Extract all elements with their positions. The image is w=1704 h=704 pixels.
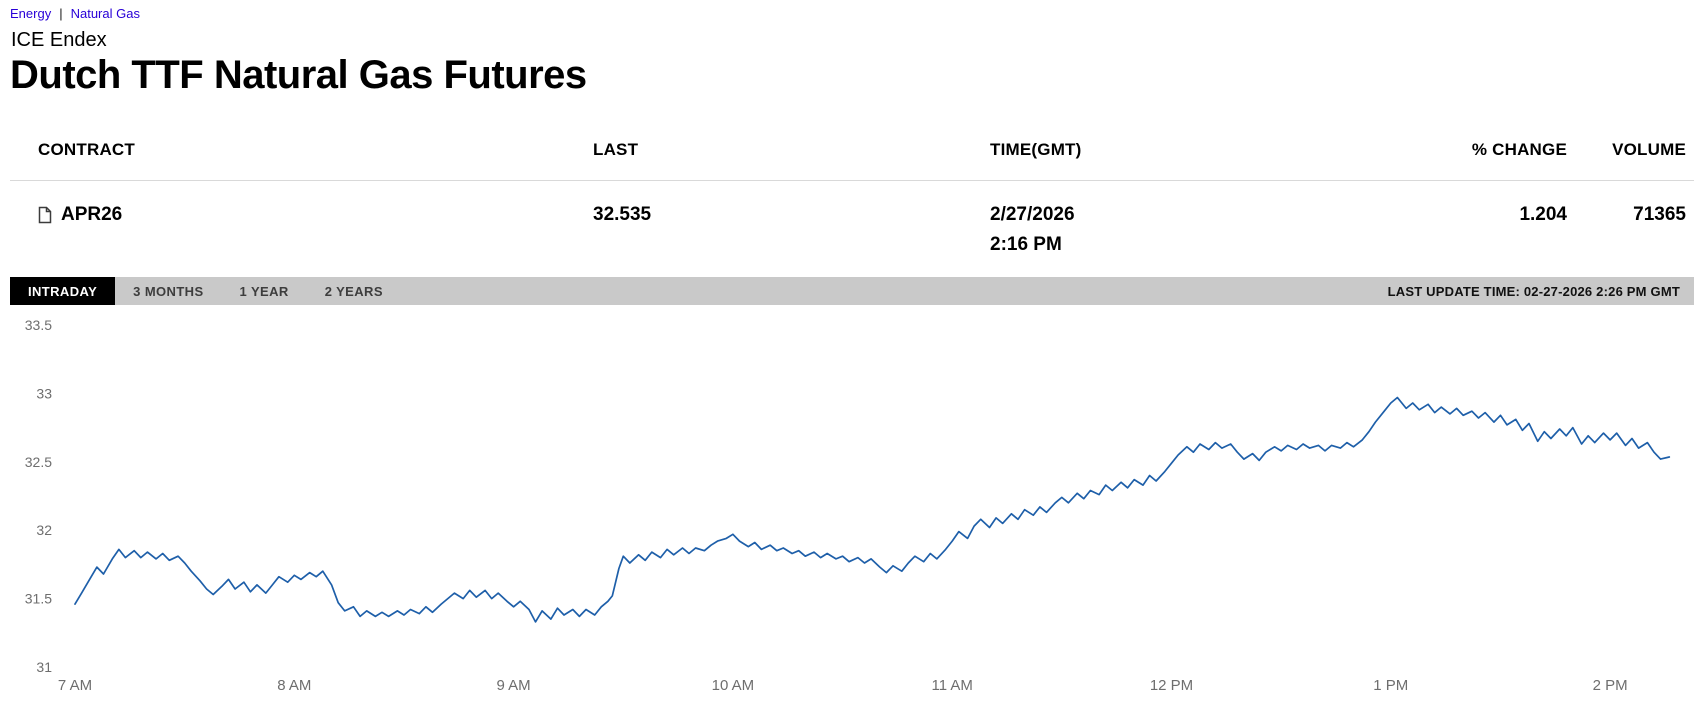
y-axis-tick-label: 32.5 — [25, 454, 52, 470]
contract-name: APR26 — [61, 204, 123, 225]
y-axis-tick-label: 32 — [36, 522, 52, 538]
x-axis-tick-label: 2 PM — [1593, 677, 1628, 694]
column-header-contract: CONTRACT — [38, 140, 135, 159]
column-header-last: LAST — [593, 140, 639, 159]
column-header-pct-change: % CHANGE — [1471, 140, 1567, 159]
breadcrumb-link-natural-gas[interactable]: Natural Gas — [70, 6, 140, 21]
quote-time: 2:16 PM — [990, 234, 1062, 255]
tab-3-months[interactable]: 3 MONTHS — [133, 283, 204, 299]
y-axis-tick-label: 33 — [36, 385, 52, 401]
page-title: Dutch TTF Natural Gas Futures — [10, 53, 587, 97]
tab-2-years[interactable]: 2 YEARS — [324, 283, 383, 299]
y-axis-tick-label: 31 — [36, 659, 52, 675]
x-axis-tick-label: 12 PM — [1150, 677, 1193, 694]
chart-range-tab-bar: INTRADAY 3 MONTHS 1 YEAR 2 YEARS LAST UP… — [10, 277, 1694, 305]
time-cell: 2/27/2026 2:16 PM — [990, 203, 1430, 257]
tab-1-year[interactable]: 1 YEAR — [239, 283, 289, 299]
x-axis-tick-label: 10 AM — [712, 677, 755, 694]
breadcrumb: Energy | Natural Gas — [0, 0, 1704, 22]
x-axis-tick-label: 11 AM — [931, 677, 972, 694]
pct-change-value: 1.204 — [1519, 204, 1567, 225]
contract-document-icon — [38, 206, 52, 224]
x-axis-tick-label: 1 PM — [1373, 677, 1408, 694]
chart-canvas[interactable]: 33.5 33 32.5 32 31.5 31 7 AM 8 AM 9 AM 10 AM 11 AM… — [0, 305, 1704, 703]
last-price: 32.535 — [593, 204, 652, 225]
intraday-price-chart[interactable]: 33.5 33 32.5 32 31.5 31 7 AM 8 AM 9 AM 10 AM 11 AM… — [0, 305, 1704, 703]
quote-date: 2/27/2026 — [990, 204, 1075, 225]
x-axis-tick-label: 9 AM — [497, 677, 531, 694]
exchange-kicker: ICE Endex — [11, 29, 107, 51]
contract-cell: APR26 — [10, 203, 593, 257]
quote-table: CONTRACT LAST TIME(GMT) % CHANGE VOLUME … — [10, 126, 1694, 277]
x-axis-tick-label: 7 AM — [58, 677, 92, 694]
volume-value: 71365 — [1633, 204, 1686, 225]
y-axis-tick-label: 31.5 — [25, 591, 52, 607]
column-header-time-gmt: TIME(GMT) — [990, 140, 1082, 159]
y-axis-tick-label: 33.5 — [25, 317, 52, 333]
breadcrumb-separator: | — [59, 6, 63, 21]
tab-intraday[interactable]: INTRADAY — [10, 277, 116, 305]
table-row: APR26 32.535 2/27/2026 2:16 PM 1.204 713… — [10, 181, 1694, 277]
last-update-time: LAST UPDATE TIME: 02-27-2026 2:26 PM GMT — [1387, 283, 1680, 299]
breadcrumb-link-energy[interactable]: Energy — [10, 6, 52, 21]
x-axis-tick-label: 8 AM — [277, 677, 311, 694]
quote-table-header: CONTRACT LAST TIME(GMT) % CHANGE VOLUME — [10, 126, 1694, 181]
price-line — [74, 396, 1671, 623]
column-header-volume: VOLUME — [1612, 140, 1686, 159]
